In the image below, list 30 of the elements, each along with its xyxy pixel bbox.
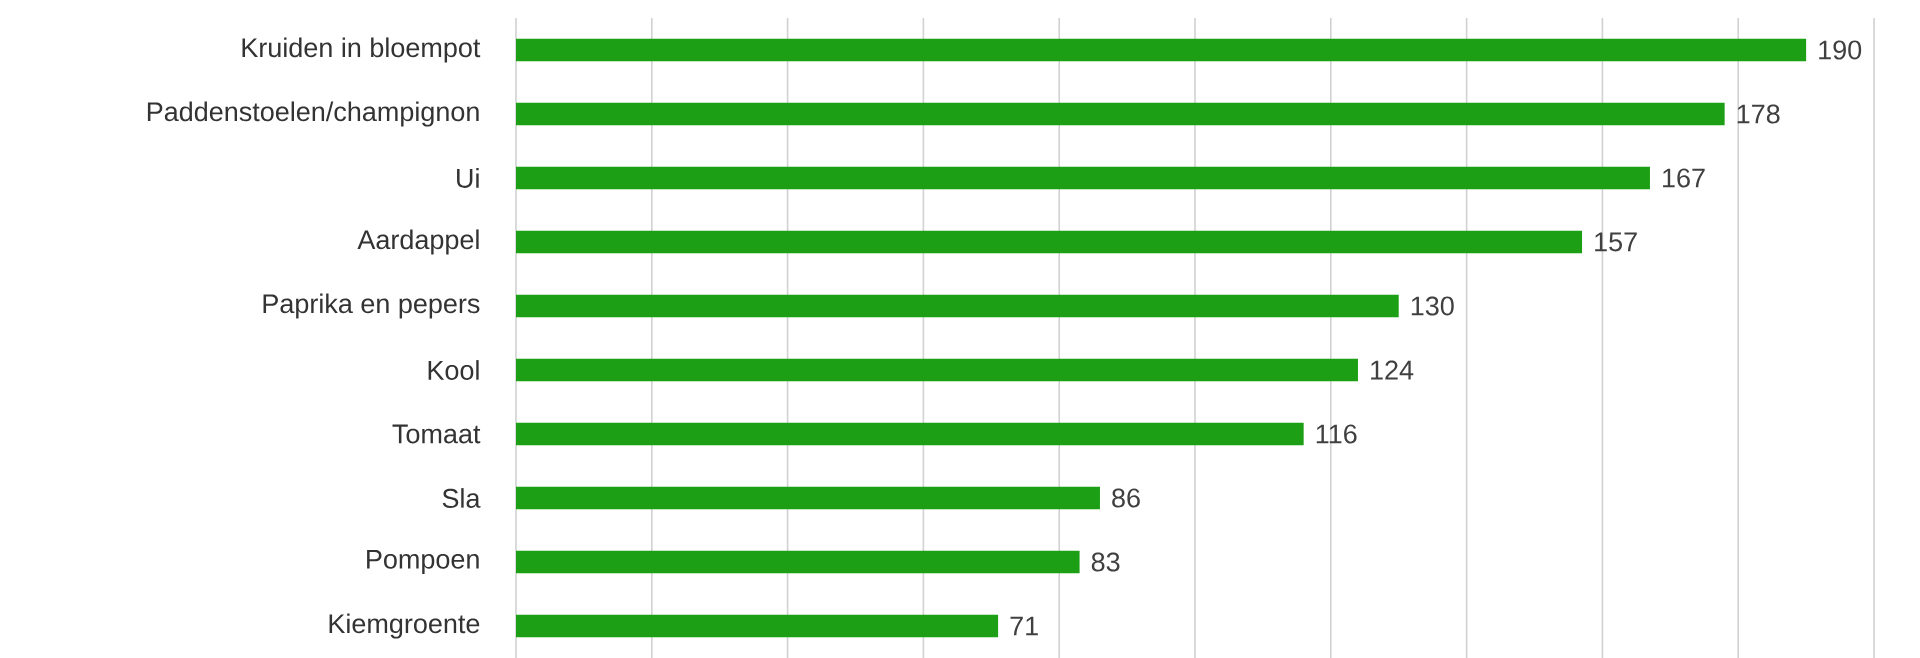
data-label: 130 bbox=[1411, 296, 1454, 316]
y-tick-label: Kruiden in bloempot bbox=[242, 37, 481, 63]
data-label: 71 bbox=[1010, 616, 1038, 636]
y-tick-label: Kool bbox=[428, 360, 479, 380]
data-label: 124 bbox=[1371, 360, 1414, 380]
bar bbox=[516, 358, 1358, 382]
data-label: 167 bbox=[1663, 168, 1705, 188]
bar bbox=[516, 38, 1807, 62]
y-tick-label: Kiemgroente bbox=[329, 613, 480, 639]
data-label: 86 bbox=[1112, 488, 1140, 508]
bar bbox=[516, 614, 999, 638]
data-label: 83 bbox=[1091, 552, 1120, 572]
data-label: 157 bbox=[1595, 232, 1637, 252]
bar bbox=[516, 486, 1100, 510]
y-tick-label: Paprika en pepers bbox=[263, 293, 480, 319]
data-label: 190 bbox=[1819, 40, 1862, 60]
y-tick-label: Paddenstoelen/champignon bbox=[147, 101, 479, 127]
bar bbox=[516, 294, 1399, 318]
bar bbox=[516, 550, 1080, 574]
y-tick-label: Aardappel bbox=[357, 229, 479, 255]
data-label: 116 bbox=[1316, 424, 1357, 444]
bar bbox=[516, 102, 1725, 126]
y-tick-label: Tomaat bbox=[392, 424, 481, 444]
bar bbox=[516, 166, 1650, 190]
y-tick-label: Ui bbox=[457, 168, 479, 188]
bar bbox=[516, 230, 1583, 254]
y-tick-label: Pompoen bbox=[367, 549, 479, 575]
data-label: 178 bbox=[1737, 104, 1780, 124]
bar bbox=[516, 422, 1304, 446]
y-tick-label: Sla bbox=[442, 488, 481, 508]
